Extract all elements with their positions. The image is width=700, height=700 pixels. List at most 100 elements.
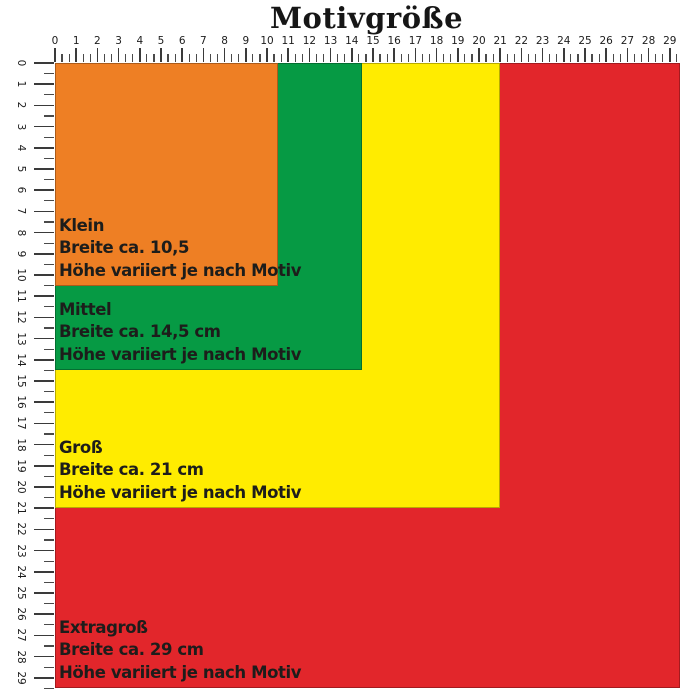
h-tick-minor: [322, 54, 325, 62]
v-tick-major: [34, 422, 54, 425]
v-tick-major: [34, 83, 54, 85]
size-width-text: Breite ca. 29 cm: [59, 640, 204, 659]
h-tick-minor: [125, 54, 127, 62]
h-tick-major: [605, 48, 607, 62]
h-tick-minor: [358, 54, 360, 62]
h-tick-major: [245, 48, 247, 62]
v-ruler-number: 29: [15, 671, 27, 685]
h-ruler-number: 0: [51, 35, 59, 47]
h-tick-minor: [146, 54, 148, 62]
h-tick-minor: [344, 54, 346, 62]
h-tick-major: [457, 48, 459, 62]
size-width-text: Breite ca. 10,5: [59, 238, 190, 257]
h-ruler-number: 27: [620, 35, 635, 47]
v-ruler-number: 4: [15, 144, 27, 152]
v-ruler-number: 21: [15, 501, 27, 515]
h-tick-major: [435, 48, 438, 62]
h-tick-major: [478, 48, 480, 62]
h-ruler-number: 6: [178, 35, 186, 47]
h-tick-major: [393, 48, 395, 62]
v-ruler-number: 2: [15, 102, 27, 109]
v-tick-minor: [44, 369, 54, 371]
v-tick-minor: [44, 285, 54, 287]
h-tick-major: [202, 48, 205, 62]
h-tick-major: [563, 48, 565, 62]
v-ruler-number: 20: [15, 480, 27, 494]
h-tick-minor: [252, 54, 254, 62]
h-tick-major: [181, 48, 183, 62]
v-tick-major: [34, 147, 54, 149]
v-tick-minor: [44, 200, 54, 202]
h-tick-minor: [132, 54, 134, 62]
h-tick-major: [139, 48, 141, 62]
v-tick-major: [34, 465, 54, 467]
v-ruler-number: 27: [15, 628, 27, 643]
h-tick-minor: [513, 54, 515, 62]
h-tick-minor: [549, 54, 551, 62]
h-tick-minor: [216, 54, 219, 62]
v-ruler-number: 3: [15, 123, 27, 130]
v-tick-major: [34, 337, 54, 340]
v-ruler-number: 17: [15, 416, 27, 431]
v-tick-major: [34, 634, 54, 637]
h-tick-minor: [485, 54, 487, 62]
h-tick-minor: [89, 54, 91, 62]
v-tick-major: [34, 613, 54, 615]
size-height-text: Höhe variiert je nach Motiv: [59, 662, 302, 682]
v-tick-minor: [44, 221, 54, 223]
h-tick-minor: [612, 54, 614, 62]
v-ruler-number: 26: [15, 607, 27, 621]
h-tick-minor: [662, 54, 664, 62]
v-ruler-number: 0: [15, 59, 27, 67]
h-ruler-number: 28: [641, 35, 656, 47]
v-tick-major: [34, 125, 54, 128]
h-tick-minor: [188, 54, 190, 62]
v-ruler-number: 25: [15, 586, 27, 600]
size-square-klein: Klein Breite ca. 10,5 Höhe variiert je nac…: [55, 63, 302, 286]
h-tick-minor: [577, 54, 579, 62]
h-ruler-number: 7: [200, 35, 207, 47]
h-tick-minor: [598, 54, 600, 62]
h-ruler-number: 10: [260, 35, 274, 47]
h-tick-minor: [506, 54, 508, 62]
size-label-klein: Klein Breite ca. 10,5 Höhe variiert je nac…: [59, 215, 302, 283]
size-name: Groß: [59, 437, 103, 457]
h-tick-minor: [379, 54, 381, 62]
h-tick-major: [75, 48, 77, 62]
h-tick-major: [351, 48, 353, 62]
v-tick-major: [34, 210, 54, 213]
v-tick-major: [34, 571, 54, 573]
v-ruler-number: 10: [15, 268, 27, 282]
h-tick-minor: [400, 54, 402, 62]
h-tick-major: [626, 48, 629, 62]
h-tick-minor: [68, 54, 70, 62]
page-title: Motivgröße: [269, 1, 464, 35]
v-tick-minor: [44, 391, 54, 393]
v-ruler-number: 1: [15, 80, 27, 88]
h-ruler-number: 14: [345, 35, 359, 47]
v-ruler-number: 6: [15, 186, 27, 194]
v-tick-minor: [44, 454, 54, 456]
h-tick-minor: [110, 54, 113, 62]
v-tick-minor: [44, 539, 54, 541]
h-ruler-number: 29: [663, 35, 677, 47]
size-label-gross: Groß Breite ca. 21 cm Höhe variiert je nac…: [59, 437, 302, 505]
h-ruler-number: 12: [302, 35, 317, 47]
h-tick-minor: [591, 54, 593, 62]
h-tick-minor: [407, 54, 409, 62]
h-ruler-number: 17: [408, 35, 423, 47]
h-tick-minor: [61, 54, 63, 62]
v-tick-minor: [44, 179, 54, 181]
h-tick-minor: [676, 54, 678, 62]
h-tick-major: [287, 48, 289, 62]
v-tick-minor: [44, 94, 54, 96]
h-tick-major: [308, 48, 311, 62]
h-tick-major: [223, 48, 226, 62]
v-ruler-number: 5: [15, 165, 27, 173]
h-tick-minor: [315, 54, 318, 62]
v-tick-major: [34, 189, 54, 191]
h-tick-minor: [273, 54, 275, 62]
h-ruler-number: 13: [323, 35, 338, 47]
h-ruler-number: 9: [242, 35, 250, 47]
h-tick-minor: [301, 54, 303, 62]
